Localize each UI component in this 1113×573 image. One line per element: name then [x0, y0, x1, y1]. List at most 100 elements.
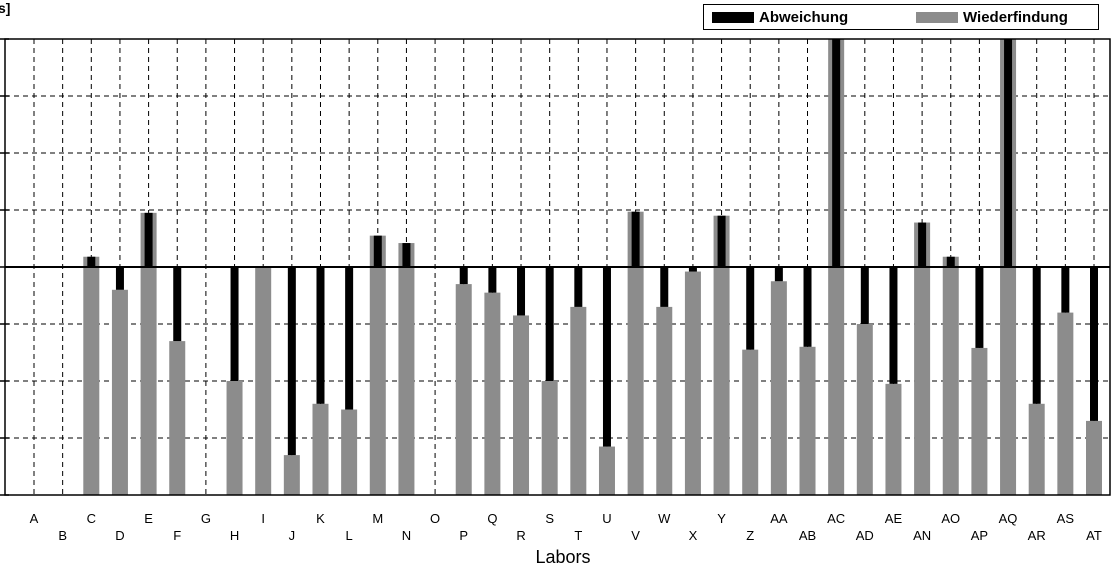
x-tick-label: F — [173, 528, 181, 543]
bar-wiederfindung — [799, 346, 816, 495]
x-tick-label: H — [230, 528, 239, 543]
bar-abweichung — [287, 267, 296, 456]
x-tick-label: AP — [971, 528, 988, 543]
bar-wiederfindung — [627, 211, 644, 495]
x-tick-label: Z — [746, 528, 754, 543]
x-tick-label: AT — [1086, 528, 1102, 543]
legend-label-wiederfindung: Wiederfindung — [963, 8, 1068, 26]
x-tick-label: AN — [913, 528, 931, 543]
x-tick-label: N — [402, 528, 411, 543]
bar-abweichung — [345, 267, 354, 410]
bar-wiederfindung — [111, 289, 128, 495]
bar-abweichung — [459, 267, 468, 285]
bar-wiederfindung — [83, 256, 100, 495]
bar-wiederfindung — [742, 349, 759, 495]
bar-abweichung — [832, 39, 841, 267]
x-tick-label: I — [261, 511, 265, 526]
bar-abweichung — [860, 267, 869, 324]
x-tick-labels: ABCDEFGHIJKLMNOPQRSTUVWXYZAAABACADAEANAO… — [30, 511, 1102, 543]
bar-abweichung — [602, 267, 611, 447]
legend: Abweichung Wiederfindung — [703, 4, 1099, 30]
bar-abweichung — [746, 267, 755, 350]
x-tick-label: D — [115, 528, 124, 543]
bar-wiederfindung — [341, 409, 358, 495]
bar-abweichung — [717, 215, 726, 267]
x-tick-label: AQ — [999, 511, 1018, 526]
bar-wiederfindung — [713, 215, 730, 495]
x-tick-label: R — [516, 528, 525, 543]
bar-wiederfindung — [971, 347, 988, 495]
x-tick-label: AB — [799, 528, 816, 543]
x-tick-label: U — [602, 511, 611, 526]
x-tick-label: X — [689, 528, 698, 543]
x-axis-title: Labors — [535, 547, 590, 567]
x-tick-label: O — [430, 511, 440, 526]
bar-abweichung — [1090, 267, 1098, 421]
x-tick-label: AA — [770, 511, 788, 526]
bar-wiederfindung — [312, 403, 329, 495]
bar-abweichung — [1061, 267, 1070, 313]
legend-swatch-abweichung — [712, 11, 754, 23]
x-tick-label: J — [289, 528, 296, 543]
x-tick-label: AE — [885, 511, 903, 526]
bar-abweichung — [488, 267, 497, 293]
bar-abweichung — [402, 243, 411, 267]
bar-wiederfindung — [914, 222, 931, 496]
bar-abweichung — [173, 267, 182, 342]
y-unit-fragment: s] — [0, 0, 11, 16]
bar-wiederfindung — [169, 341, 186, 495]
x-tick-label: A — [30, 511, 39, 526]
bar-wiederfindung — [656, 306, 673, 495]
bar-wiederfindung — [140, 212, 157, 495]
x-tick-label: E — [144, 511, 153, 526]
x-tick-label: T — [574, 528, 582, 543]
bar-abweichung — [631, 211, 640, 267]
bar-wiederfindung — [226, 381, 243, 495]
x-tick-label: AC — [827, 511, 845, 526]
x-tick-label: AS — [1057, 511, 1075, 526]
bar-wiederfindung — [255, 267, 272, 495]
bar-wiederfindung — [684, 271, 701, 495]
bar-abweichung — [660, 267, 669, 307]
bar-abweichung — [373, 235, 382, 267]
bar-abweichung — [316, 267, 325, 404]
bar-abweichung — [803, 267, 812, 347]
bar-abweichung — [1004, 39, 1013, 267]
bar-abweichung — [889, 267, 898, 384]
bar-abweichung — [688, 267, 697, 272]
x-tick-label: L — [346, 528, 353, 543]
bar-wiederfindung — [856, 324, 873, 495]
bar-abweichung — [144, 212, 153, 267]
bar-abweichung — [115, 267, 124, 290]
bar-wiederfindung — [398, 243, 415, 495]
x-tick-label: C — [87, 511, 96, 526]
bar-abweichung — [774, 267, 783, 282]
x-tick-label: Y — [717, 511, 726, 526]
bar-abweichung — [946, 256, 955, 267]
x-tick-label: P — [459, 528, 468, 543]
bar-wiederfindung — [1086, 420, 1102, 495]
bar-wiederfindung — [1057, 312, 1074, 495]
x-tick-label: G — [201, 511, 211, 526]
bar-abweichung — [517, 267, 526, 316]
bar-abweichung — [574, 267, 583, 307]
bar-wiederfindung — [484, 292, 501, 495]
bar-wiederfindung — [942, 256, 959, 495]
legend-label-abweichung: Abweichung — [759, 8, 849, 26]
axes — [0, 38, 1111, 496]
bar-abweichung — [87, 256, 96, 267]
bar-wiederfindung — [541, 381, 558, 495]
bar-wiederfindung — [598, 446, 615, 495]
legend-item-wiederfindung: Wiederfindung — [916, 8, 1068, 26]
bar-abweichung — [545, 267, 554, 381]
x-tick-label: AD — [856, 528, 874, 543]
legend-swatch-wiederfindung — [916, 11, 958, 23]
x-tick-label: AR — [1028, 528, 1046, 543]
bar-wiederfindung — [570, 306, 587, 495]
bar-wiederfindung — [885, 383, 902, 495]
bar-wiederfindung — [770, 281, 787, 495]
bar-abweichung — [975, 267, 984, 348]
x-tick-label: AO — [941, 511, 960, 526]
